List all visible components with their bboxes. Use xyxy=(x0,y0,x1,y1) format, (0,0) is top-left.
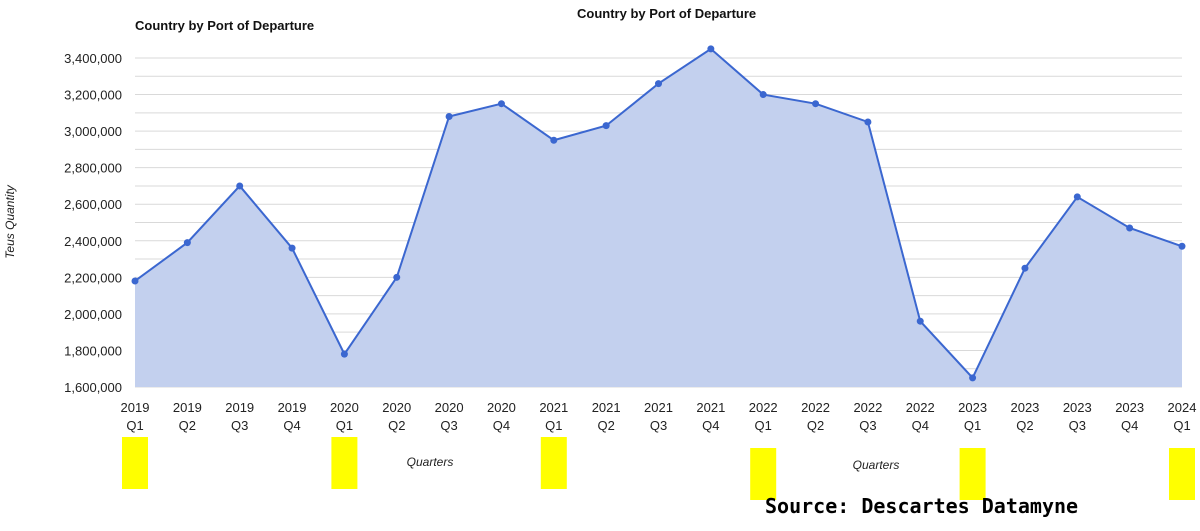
data-point xyxy=(497,100,505,108)
data-point xyxy=(655,80,662,88)
data-point xyxy=(550,136,558,144)
data-point xyxy=(131,277,139,285)
highlight-markers xyxy=(122,437,1195,500)
y-tick-label: 3,000,000 xyxy=(64,124,122,139)
data-point xyxy=(340,350,348,358)
y-tick-label: 3,200,000 xyxy=(64,88,122,103)
x-tick-quarter: Q1 xyxy=(1173,418,1190,433)
highlight-marker xyxy=(540,437,567,489)
x-tick-quarter: Q3 xyxy=(231,418,248,433)
x-tick-year: 2020 xyxy=(330,400,359,415)
x-tick-year: 2019 xyxy=(121,400,150,415)
data-point xyxy=(864,118,872,126)
highlight-marker xyxy=(331,437,358,489)
y-tick-label: 2,000,000 xyxy=(64,307,122,322)
data-point xyxy=(445,112,453,120)
y-axis-label: Teus Quantity xyxy=(3,184,17,259)
y-tick-label: 2,200,000 xyxy=(64,270,122,285)
data-point xyxy=(393,273,401,281)
chart-title-right: Country by Port of Departure xyxy=(577,6,756,21)
y-tick-label: 1,600,000 xyxy=(64,380,122,395)
x-tick-year: 2021 xyxy=(539,400,568,415)
x-axis-label-left: Quarters xyxy=(407,455,454,469)
y-tick-label: 3,400,000 xyxy=(64,51,122,66)
data-point xyxy=(1021,264,1029,272)
highlight-marker xyxy=(959,448,986,500)
x-tick-quarter: Q1 xyxy=(336,418,353,433)
x-tick-year: 2021 xyxy=(592,400,621,415)
x-tick-quarter: Q4 xyxy=(283,418,300,433)
highlight-marker xyxy=(1169,448,1195,500)
x-tick-year: 2020 xyxy=(435,400,464,415)
data-point xyxy=(812,100,820,108)
x-tick-year: 2019 xyxy=(278,400,307,415)
data-point xyxy=(759,91,767,99)
y-tick-label: 2,800,000 xyxy=(64,161,122,176)
x-tick-quarter: Q2 xyxy=(388,418,405,433)
y-tick-label: 1,800,000 xyxy=(64,343,122,358)
x-tick-year: 2023 xyxy=(958,400,987,415)
highlight-marker xyxy=(750,448,777,500)
x-tick-year: 2020 xyxy=(382,400,411,415)
area-fill xyxy=(135,48,1182,387)
x-tick-quarter: Q3 xyxy=(650,418,667,433)
data-point xyxy=(236,182,244,190)
x-tick-quarter: Q2 xyxy=(807,418,824,433)
x-tick-quarter: Q2 xyxy=(597,418,614,433)
x-tick-year: 2022 xyxy=(749,400,778,415)
x-tick-year: 2021 xyxy=(696,400,725,415)
x-tick-quarter: Q2 xyxy=(179,418,196,433)
data-point xyxy=(1178,242,1186,250)
x-tick-quarter: Q2 xyxy=(1016,418,1033,433)
x-axis-label-right: Quarters xyxy=(853,458,900,472)
x-tick-year: 2023 xyxy=(1010,400,1039,415)
x-tick-year: 2022 xyxy=(853,400,882,415)
x-tick-year: 2019 xyxy=(225,400,254,415)
x-tick-quarter: Q4 xyxy=(493,418,510,433)
x-tick-quarter: Q3 xyxy=(859,418,876,433)
data-point xyxy=(288,244,296,252)
x-tick-quarter: Q4 xyxy=(702,418,719,433)
x-tick-quarter: Q4 xyxy=(1121,418,1138,433)
source-caption: Source: Descartes Datamyne xyxy=(765,494,1078,518)
x-tick-year: 2020 xyxy=(487,400,516,415)
x-tick-quarter: Q1 xyxy=(545,418,562,433)
y-axis-ticks: 3,400,000 3,200,000 3,000,000 2,800,000 2,60… xyxy=(64,51,122,395)
data-point xyxy=(916,317,924,325)
data-point xyxy=(707,45,715,53)
data-points xyxy=(131,45,1186,382)
x-tick-year: 2023 xyxy=(1115,400,1144,415)
data-point xyxy=(969,374,977,382)
y-tick-label: 2,600,000 xyxy=(64,197,122,212)
area-shape xyxy=(135,48,1182,387)
x-tick-year: 2022 xyxy=(906,400,935,415)
x-axis-ticks: 2019 Q1 2019 Q2 2019 Q3 2019 Q4 2020 Q1 2020 Q2 2020… xyxy=(121,400,1197,433)
data-point xyxy=(1126,224,1134,232)
x-tick-quarter: Q3 xyxy=(1069,418,1086,433)
x-tick-year: 2023 xyxy=(1063,400,1092,415)
x-tick-quarter: Q1 xyxy=(755,418,772,433)
highlight-marker xyxy=(122,437,148,489)
y-tick-label: 2,400,000 xyxy=(64,234,122,249)
data-point xyxy=(183,239,191,247)
x-tick-year: 2019 xyxy=(173,400,202,415)
x-tick-year: 2021 xyxy=(644,400,673,415)
x-tick-quarter: Q1 xyxy=(964,418,981,433)
data-point xyxy=(602,122,610,130)
x-tick-quarter: Q3 xyxy=(440,418,457,433)
x-tick-year: 2022 xyxy=(801,400,830,415)
x-tick-quarter: Q4 xyxy=(912,418,929,433)
x-tick-year: 2024 xyxy=(1168,400,1197,415)
chart-title-left: Country by Port of Departure xyxy=(135,18,314,33)
data-point xyxy=(1073,193,1081,201)
x-tick-quarter: Q1 xyxy=(126,418,143,433)
